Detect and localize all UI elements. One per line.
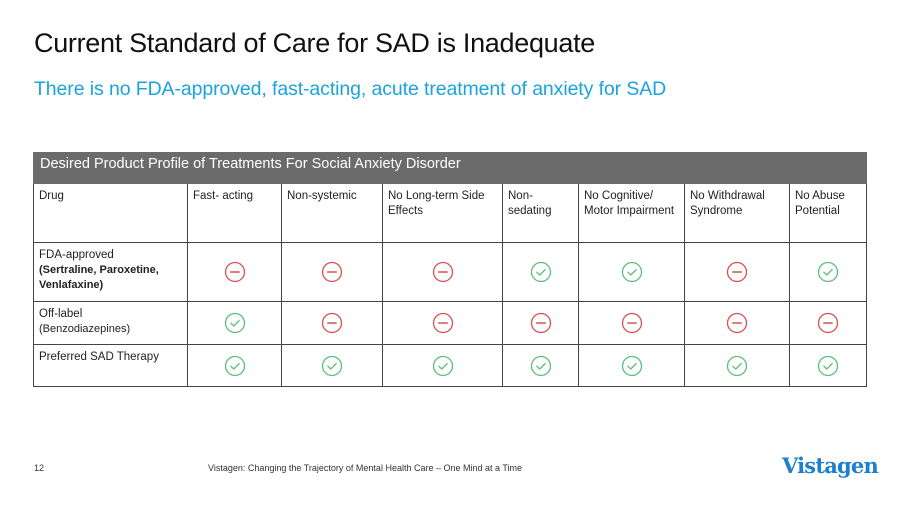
slide-title: Current Standard of Care for SAD is Inad… bbox=[34, 28, 596, 58]
column-header: Non-systemic bbox=[281, 183, 383, 243]
check-circle-icon bbox=[817, 261, 839, 283]
row-sublabel: (Benzodiazepines) bbox=[39, 323, 131, 335]
row-label: FDA-approved bbox=[39, 249, 114, 261]
minus-circle-icon bbox=[726, 261, 748, 283]
column-header: No Cognitive/ Motor Impairment bbox=[578, 183, 685, 243]
status-cell bbox=[382, 242, 503, 302]
minus-circle-icon bbox=[621, 312, 643, 334]
status-cell bbox=[578, 344, 685, 387]
status-cell bbox=[684, 242, 790, 302]
check-circle-icon bbox=[621, 261, 643, 283]
column-header: No Withdrawal Syndrome bbox=[684, 183, 790, 243]
row-label: Off-label bbox=[39, 308, 83, 320]
status-cell bbox=[281, 242, 383, 302]
table-row: Preferred SAD Therapy bbox=[33, 344, 868, 387]
status-cell bbox=[788, 301, 868, 345]
status-cell bbox=[788, 242, 868, 302]
table-header-row: Drug Fast- acting Non-systemic No Long-t… bbox=[33, 183, 868, 243]
page-number: 12 bbox=[34, 463, 45, 473]
row-sublabel: (Sertraline, Paroxetine, Venlafaxine) bbox=[39, 264, 159, 291]
check-circle-icon bbox=[530, 355, 552, 377]
check-circle-icon bbox=[817, 355, 839, 377]
check-circle-icon bbox=[224, 312, 246, 334]
minus-circle-icon bbox=[224, 261, 246, 283]
minus-circle-icon bbox=[530, 312, 552, 334]
status-cell bbox=[187, 301, 282, 345]
status-cell bbox=[788, 344, 868, 387]
check-circle-icon bbox=[530, 261, 552, 283]
status-cell bbox=[578, 242, 685, 302]
row-label: Preferred SAD Therapy bbox=[39, 351, 159, 363]
status-cell bbox=[187, 242, 282, 302]
check-circle-icon bbox=[726, 355, 748, 377]
minus-circle-icon bbox=[726, 312, 748, 334]
vistagen-logo: Vistagen bbox=[782, 453, 879, 478]
status-cell bbox=[502, 301, 579, 345]
status-cell bbox=[382, 301, 503, 345]
row-label-cell: Preferred SAD Therapy bbox=[33, 344, 188, 387]
check-circle-icon bbox=[224, 355, 246, 377]
status-cell bbox=[281, 344, 383, 387]
column-header: Fast- acting bbox=[187, 183, 282, 243]
status-cell bbox=[187, 344, 282, 387]
check-circle-icon bbox=[432, 355, 454, 377]
table-row: FDA-approved (Sertraline, Paroxetine, Ve… bbox=[33, 242, 868, 302]
table-row: Off-label (Benzodiazepines) bbox=[33, 301, 868, 345]
product-profile-table: Desired Product Profile of Treatments Fo… bbox=[32, 152, 868, 387]
minus-circle-icon bbox=[321, 312, 343, 334]
column-header: Drug bbox=[33, 183, 188, 243]
status-cell bbox=[502, 242, 579, 302]
minus-circle-icon bbox=[817, 312, 839, 334]
status-cell bbox=[684, 301, 790, 345]
column-header: No Long-term Side Effects bbox=[382, 183, 503, 243]
column-header: Non-sedating bbox=[502, 183, 579, 243]
check-circle-icon bbox=[321, 355, 343, 377]
column-header: No Abuse Potential bbox=[788, 183, 868, 243]
status-cell bbox=[502, 344, 579, 387]
row-label-cell: FDA-approved (Sertraline, Paroxetine, Ve… bbox=[33, 242, 188, 302]
status-cell bbox=[684, 344, 790, 387]
status-cell bbox=[281, 301, 383, 345]
status-cell bbox=[578, 301, 685, 345]
status-cell bbox=[382, 344, 503, 387]
minus-circle-icon bbox=[321, 261, 343, 283]
minus-circle-icon bbox=[432, 312, 454, 334]
row-label-cell: Off-label (Benzodiazepines) bbox=[33, 301, 188, 345]
check-circle-icon bbox=[621, 355, 643, 377]
minus-circle-icon bbox=[432, 261, 454, 283]
footer-tagline: Vistagen: Changing the Trajectory of Men… bbox=[208, 463, 523, 473]
slide-subtitle: There is no FDA-approved, fast-acting, a… bbox=[34, 78, 667, 100]
table-caption: Desired Product Profile of Treatments Fo… bbox=[32, 152, 868, 184]
